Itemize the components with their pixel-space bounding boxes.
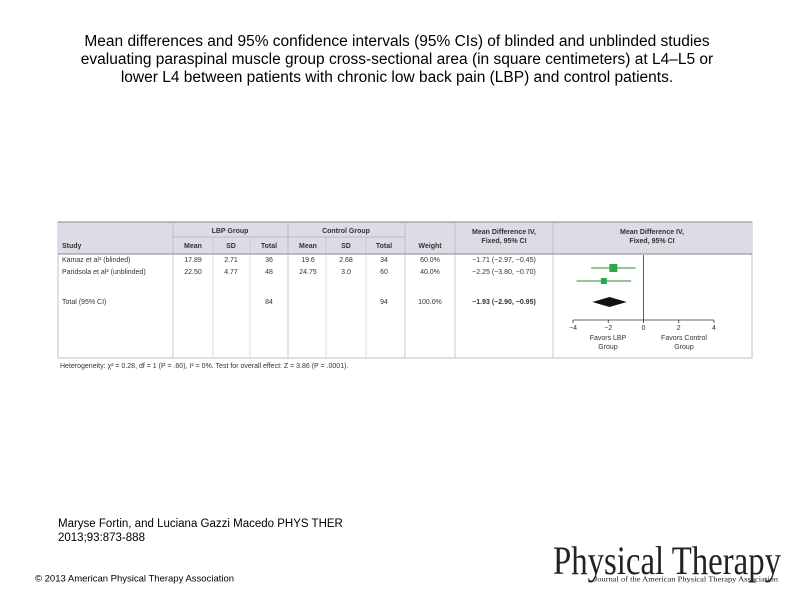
cell: 24.75 (299, 269, 317, 276)
cell: 34 (380, 257, 388, 264)
cell: 36 (265, 257, 273, 264)
cell: 2.68 (339, 257, 353, 264)
title-line: lower L4 between patients with chronic l… (121, 69, 673, 86)
citation: 2013;93:873-888 (58, 532, 145, 544)
copyright: © 2013 American Physical Therapy Associa… (35, 574, 234, 585)
cell: 4.77 (224, 269, 238, 276)
cell: −1.71 (−2.97, −0.45) (472, 257, 536, 264)
cell: 2.71 (224, 257, 238, 264)
logo-name: Physical Therapy (553, 538, 781, 583)
cell: 60 (380, 269, 388, 276)
tick-label: 0 (642, 325, 646, 332)
cell: Paridsola et al² (unblinded) (62, 269, 146, 276)
group-header: Mean Difference IV, Fixed, 95% CI (472, 229, 536, 245)
logo-subtitle: Journal of the American Physical Therapy… (594, 576, 779, 584)
cell: −2.25 (−3.80, −0.70) (472, 269, 536, 276)
cell: 3.0 (341, 269, 351, 276)
group-header: Control Group (322, 228, 370, 235)
cell: 40.0% (420, 269, 440, 276)
title-line: Mean differences and 95% confidence inte… (84, 33, 710, 50)
column-header: Mean (299, 243, 317, 250)
group-header: LBP Group (212, 228, 249, 235)
column-header: Study (62, 243, 82, 250)
cell: 19.6 (301, 257, 315, 264)
tick-label: −4 (569, 325, 577, 332)
estimate-box (600, 278, 607, 284)
column-header: Total (376, 243, 392, 250)
column-header: Weight (418, 243, 442, 250)
column-header: SD (341, 243, 351, 250)
favors-label: Favors LBP (590, 335, 627, 342)
cell: 60.0% (420, 257, 440, 264)
tick-label: −2 (604, 325, 612, 332)
cell: 100.0% (418, 299, 442, 306)
heterogeneity: Heterogeneity: χ² = 0.28, df = 1 (P = .6… (60, 363, 348, 370)
cell: 48 (265, 269, 273, 276)
cell: −1.93 (−2.90, −0.95) (472, 299, 536, 306)
total-diamond (592, 297, 627, 307)
cell: 22.50 (184, 269, 202, 276)
column-header: Total (261, 243, 277, 250)
tick-label: 4 (712, 325, 716, 332)
column-header: Mean (184, 243, 202, 250)
cell: 17.89 (184, 257, 202, 264)
title-line: evaluating paraspinal muscle group cross… (81, 51, 713, 68)
favors-label: Group (674, 344, 694, 351)
favors-label: Favors Control (661, 335, 707, 342)
favors-label: Group (598, 344, 618, 351)
column-header: SD (226, 243, 236, 250)
tick-label: 2 (677, 325, 681, 332)
group-header: Mean Difference IV, Fixed, 95% CI (620, 229, 684, 245)
cell: Kamaz et al¹ (blinded) (62, 257, 130, 264)
estimate-box (609, 264, 618, 272)
cell: 84 (265, 299, 273, 306)
citation: Maryse Fortin, and Luciana Gazzi Macedo … (58, 518, 343, 530)
cell: Total (95% CI) (62, 299, 106, 306)
cell: 94 (380, 299, 388, 306)
